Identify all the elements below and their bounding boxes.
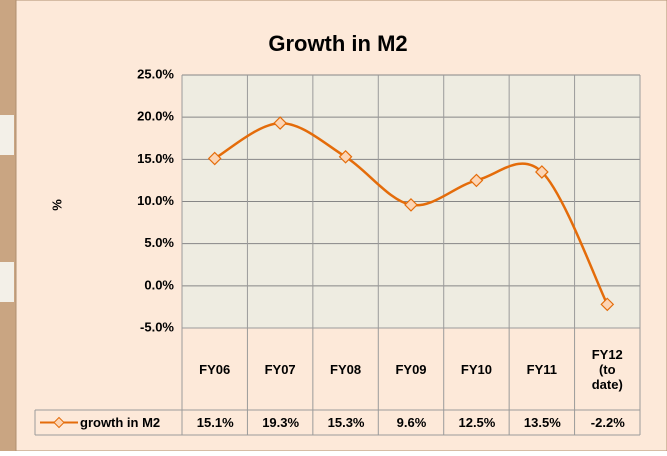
x-tick-label-box: FY09 bbox=[378, 328, 443, 410]
marker bbox=[207, 151, 222, 166]
x-tick-label: FY12 (to date) bbox=[575, 328, 640, 410]
y-tick-label: -5.0% bbox=[140, 319, 174, 334]
x-tick-label-text: FY12 (to date) bbox=[591, 346, 623, 392]
x-tick-label-box: FY12 (to date) bbox=[575, 328, 640, 410]
y-tick-label: 25.0% bbox=[137, 66, 174, 81]
x-tick-label-text: FY06 bbox=[199, 361, 231, 377]
x-tick-label-box: FY10 bbox=[444, 328, 509, 410]
backdrop-cell bbox=[0, 115, 14, 155]
value-label: 13.5% bbox=[524, 415, 561, 430]
y-tick-label: 15.0% bbox=[137, 151, 174, 166]
x-tick-label: FY10 bbox=[444, 328, 509, 410]
x-tick-label: FY06 bbox=[182, 328, 247, 410]
marker bbox=[338, 149, 353, 164]
x-tick-label-text: FY09 bbox=[395, 361, 427, 377]
y-tick-label: 5.0% bbox=[144, 235, 174, 250]
value-label: 15.1% bbox=[197, 415, 234, 430]
legend-marker bbox=[53, 416, 65, 429]
marker bbox=[273, 116, 287, 130]
x-tick-label-text: FY10 bbox=[460, 361, 492, 377]
value-label: 19.3% bbox=[262, 415, 299, 430]
chart-title: Growth in M2 bbox=[268, 31, 407, 56]
value-label: 12.5% bbox=[458, 415, 495, 430]
x-tick-label-box: FY08 bbox=[313, 328, 378, 410]
x-tick-label: FY07 bbox=[247, 328, 312, 410]
y-tick-label: 20.0% bbox=[137, 109, 174, 124]
x-tick-label-text: FY11 bbox=[526, 361, 558, 377]
y-axis-label: % bbox=[49, 199, 64, 211]
x-tick-label: FY11 bbox=[509, 328, 574, 410]
marker bbox=[469, 173, 484, 188]
x-tick-label-box: FY06 bbox=[182, 328, 247, 410]
x-tick-label: FY09 bbox=[378, 328, 443, 410]
y-tick-label: 10.0% bbox=[137, 193, 174, 208]
marker bbox=[404, 198, 418, 212]
value-label: 9.6% bbox=[397, 415, 427, 430]
marker bbox=[600, 297, 615, 312]
value-label: -2.2% bbox=[591, 415, 625, 430]
backdrop-cell bbox=[0, 262, 14, 302]
x-tick-label-box: FY07 bbox=[247, 328, 312, 410]
x-tick-label-text: FY08 bbox=[330, 361, 362, 377]
marker bbox=[535, 165, 549, 179]
value-label: 15.3% bbox=[328, 415, 365, 430]
x-tick-label-text: FY07 bbox=[264, 361, 296, 377]
x-tick-label: FY08 bbox=[313, 328, 378, 410]
y-tick-label: 0.0% bbox=[144, 277, 174, 292]
legend-label: growth in M2 bbox=[80, 415, 160, 430]
x-tick-label-box: FY11 bbox=[509, 328, 574, 410]
